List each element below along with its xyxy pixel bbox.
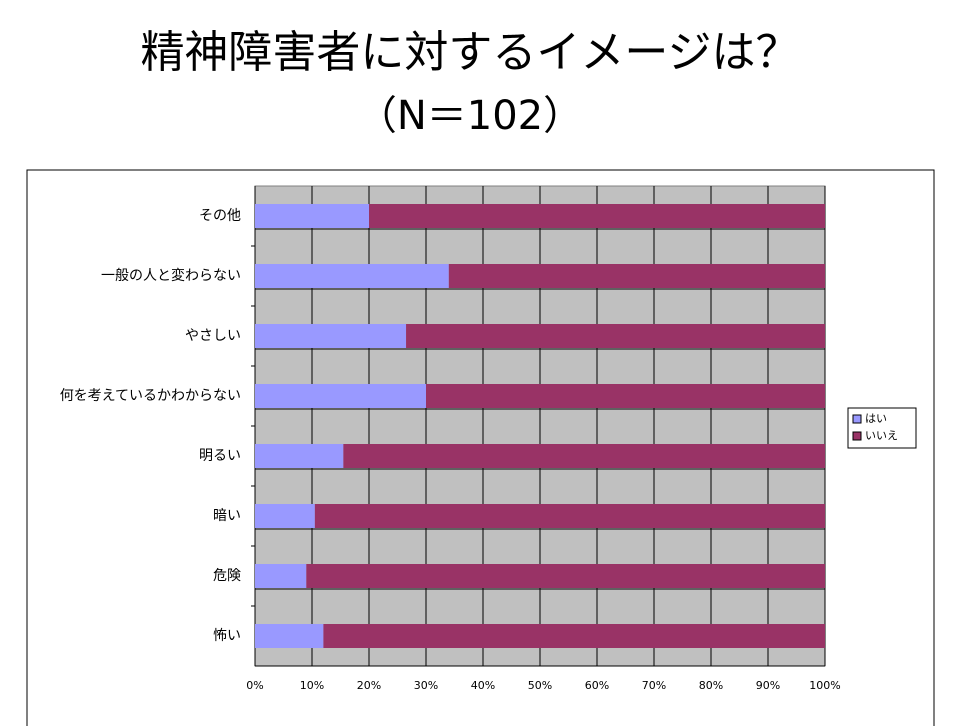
x-tick-label: 50% bbox=[528, 679, 552, 692]
y-tick-label: 暗い bbox=[213, 508, 241, 524]
bar-segment bbox=[426, 384, 825, 408]
x-tick-label: 0% bbox=[246, 679, 263, 692]
legend-label: いいえ bbox=[865, 429, 898, 442]
x-tick-label: 40% bbox=[471, 679, 495, 692]
bar-segment bbox=[406, 324, 825, 348]
bar-segment bbox=[255, 384, 426, 408]
bar-segment bbox=[255, 324, 407, 348]
bar-segment bbox=[255, 444, 344, 468]
legend-swatch bbox=[852, 431, 862, 441]
bar-segment bbox=[343, 444, 825, 468]
x-tick-label: 90% bbox=[756, 679, 780, 692]
x-tick-label: 10% bbox=[300, 679, 324, 692]
x-tick-label: 20% bbox=[357, 679, 381, 692]
legend-swatch bbox=[852, 414, 862, 424]
bar-segment bbox=[255, 564, 307, 588]
bar-segment bbox=[255, 204, 369, 228]
y-tick-label: 危険 bbox=[213, 568, 241, 584]
bar-segment bbox=[255, 504, 315, 528]
x-tick-label: 80% bbox=[699, 679, 723, 692]
bar-segment bbox=[255, 624, 324, 648]
y-tick-label: その他 bbox=[199, 208, 241, 224]
bar-segment bbox=[306, 564, 825, 588]
bar-segment bbox=[314, 504, 825, 528]
bar-segment bbox=[369, 204, 825, 228]
y-tick-label: 一般の人と変わらない bbox=[101, 267, 241, 284]
x-tick-label: 60% bbox=[585, 679, 609, 692]
bar-segment bbox=[255, 264, 449, 288]
legend-label: はい bbox=[865, 412, 887, 425]
bar-segment bbox=[448, 264, 825, 288]
chart-title: 精神障害者に対するイメージは？ bbox=[140, 27, 799, 78]
x-tick-label: 30% bbox=[414, 679, 438, 692]
chart-subtitle: （N＝102） bbox=[357, 93, 583, 139]
bar-segment bbox=[323, 624, 825, 648]
y-tick-label: やさしい bbox=[185, 328, 241, 344]
x-tick-label: 70% bbox=[642, 679, 666, 692]
x-tick-label: 100% bbox=[809, 679, 840, 692]
y-tick-label: 何を考えているかわからない bbox=[60, 388, 241, 404]
y-tick-label: 怖い bbox=[213, 627, 241, 644]
y-tick-label: 明るい bbox=[199, 448, 241, 464]
